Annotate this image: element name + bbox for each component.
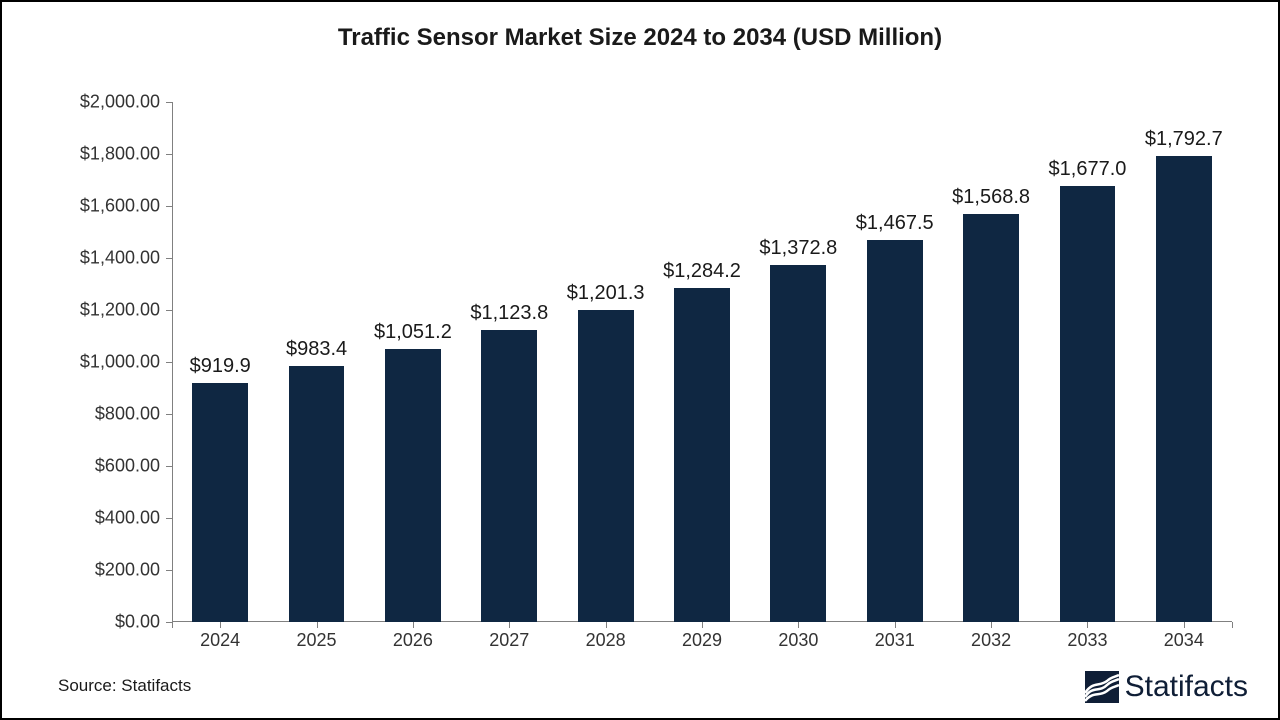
x-tick bbox=[991, 622, 992, 628]
y-tick bbox=[166, 310, 172, 311]
y-axis-label: $0.00 bbox=[115, 612, 160, 633]
bar-value-label: $1,372.8 bbox=[759, 237, 837, 260]
y-axis-label: $1,800.00 bbox=[80, 144, 160, 165]
bar bbox=[578, 310, 634, 622]
x-tick bbox=[1232, 622, 1233, 628]
bar bbox=[481, 330, 537, 622]
bar bbox=[385, 349, 441, 622]
bar-value-label: $1,792.7 bbox=[1145, 128, 1223, 151]
y-axis-label: $1,400.00 bbox=[80, 248, 160, 269]
x-axis-label: 2031 bbox=[875, 630, 915, 651]
x-axis-label: 2027 bbox=[489, 630, 529, 651]
x-axis-label: 2032 bbox=[971, 630, 1011, 651]
y-tick bbox=[166, 206, 172, 207]
x-tick bbox=[606, 622, 607, 628]
y-axis-label: $400.00 bbox=[95, 508, 160, 529]
bar-value-label: $1,284.2 bbox=[663, 260, 741, 283]
x-tick bbox=[509, 622, 510, 628]
brand-text: Statifacts bbox=[1125, 670, 1248, 704]
x-axis-label: 2033 bbox=[1067, 630, 1107, 651]
source-attribution: Source: Statifacts bbox=[58, 676, 191, 696]
x-axis-label: 2034 bbox=[1164, 630, 1204, 651]
bar bbox=[963, 214, 1019, 622]
y-axis-line bbox=[172, 102, 173, 622]
chart-title: Traffic Sensor Market Size 2024 to 2034 … bbox=[2, 24, 1278, 52]
bar-value-label: $1,568.8 bbox=[952, 186, 1030, 209]
x-tick bbox=[895, 622, 896, 628]
bar-value-label: $983.4 bbox=[286, 338, 347, 361]
bar-value-label: $1,677.0 bbox=[1049, 158, 1127, 181]
x-tick bbox=[702, 622, 703, 628]
plot-area: $0.00$200.00$400.00$600.00$800.00$1,000.… bbox=[172, 102, 1232, 622]
x-axis-label: 2028 bbox=[586, 630, 626, 651]
x-axis-label: 2024 bbox=[200, 630, 240, 651]
bar-value-label: $919.9 bbox=[190, 355, 251, 378]
y-tick bbox=[166, 518, 172, 519]
bar bbox=[289, 366, 345, 622]
x-tick bbox=[798, 622, 799, 628]
y-axis-label: $600.00 bbox=[95, 456, 160, 477]
brand-glyph-icon bbox=[1085, 671, 1119, 703]
y-tick bbox=[166, 414, 172, 415]
y-tick bbox=[166, 362, 172, 363]
bar bbox=[1156, 156, 1212, 622]
bar-value-label: $1,201.3 bbox=[567, 282, 645, 305]
y-axis-label: $200.00 bbox=[95, 560, 160, 581]
bar-value-label: $1,051.2 bbox=[374, 321, 452, 344]
y-tick bbox=[166, 154, 172, 155]
x-tick bbox=[172, 622, 173, 628]
x-tick bbox=[1184, 622, 1185, 628]
y-axis-label: $800.00 bbox=[95, 404, 160, 425]
x-tick bbox=[413, 622, 414, 628]
y-axis-label: $1,000.00 bbox=[80, 352, 160, 373]
bar bbox=[770, 265, 826, 622]
bar bbox=[1060, 186, 1116, 622]
y-axis-label: $1,200.00 bbox=[80, 300, 160, 321]
x-tick bbox=[1087, 622, 1088, 628]
y-axis-label: $1,600.00 bbox=[80, 196, 160, 217]
x-axis-label: 2025 bbox=[297, 630, 337, 651]
chart-frame: Traffic Sensor Market Size 2024 to 2034 … bbox=[0, 0, 1280, 720]
x-tick bbox=[317, 622, 318, 628]
x-axis-label: 2030 bbox=[778, 630, 818, 651]
y-tick bbox=[166, 258, 172, 259]
x-axis-label: 2029 bbox=[682, 630, 722, 651]
bar bbox=[192, 383, 248, 622]
bar-value-label: $1,467.5 bbox=[856, 212, 934, 235]
y-tick bbox=[166, 466, 172, 467]
bar-value-label: $1,123.8 bbox=[470, 302, 548, 325]
x-axis-label: 2026 bbox=[393, 630, 433, 651]
brand-logo: Statifacts bbox=[1085, 670, 1248, 704]
bar bbox=[867, 240, 923, 622]
bar bbox=[674, 288, 730, 622]
x-tick bbox=[220, 622, 221, 628]
y-tick bbox=[166, 570, 172, 571]
y-tick bbox=[166, 102, 172, 103]
y-axis-label: $2,000.00 bbox=[80, 92, 160, 113]
